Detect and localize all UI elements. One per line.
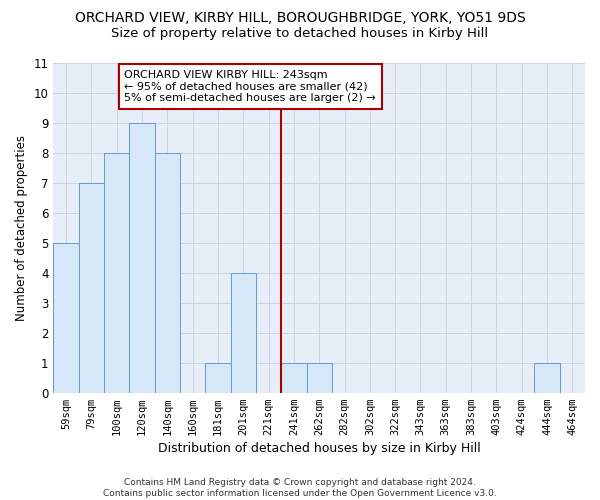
Bar: [230, 272, 256, 392]
Bar: [307, 362, 332, 392]
Bar: [53, 242, 79, 392]
Text: Size of property relative to detached houses in Kirby Hill: Size of property relative to detached ho…: [112, 28, 488, 40]
Bar: [104, 152, 130, 392]
Text: ORCHARD VIEW, KIRBY HILL, BOROUGHBRIDGE, YORK, YO51 9DS: ORCHARD VIEW, KIRBY HILL, BOROUGHBRIDGE,…: [74, 11, 526, 25]
Bar: [281, 362, 307, 392]
Bar: [205, 362, 230, 392]
Bar: [130, 122, 155, 392]
Bar: [79, 182, 104, 392]
X-axis label: Distribution of detached houses by size in Kirby Hill: Distribution of detached houses by size …: [158, 442, 481, 455]
Y-axis label: Number of detached properties: Number of detached properties: [15, 134, 28, 320]
Bar: [155, 152, 180, 392]
Bar: [535, 362, 560, 392]
Text: Contains HM Land Registry data © Crown copyright and database right 2024.
Contai: Contains HM Land Registry data © Crown c…: [103, 478, 497, 498]
Text: ORCHARD VIEW KIRBY HILL: 243sqm
← 95% of detached houses are smaller (42)
5% of : ORCHARD VIEW KIRBY HILL: 243sqm ← 95% of…: [124, 70, 376, 103]
